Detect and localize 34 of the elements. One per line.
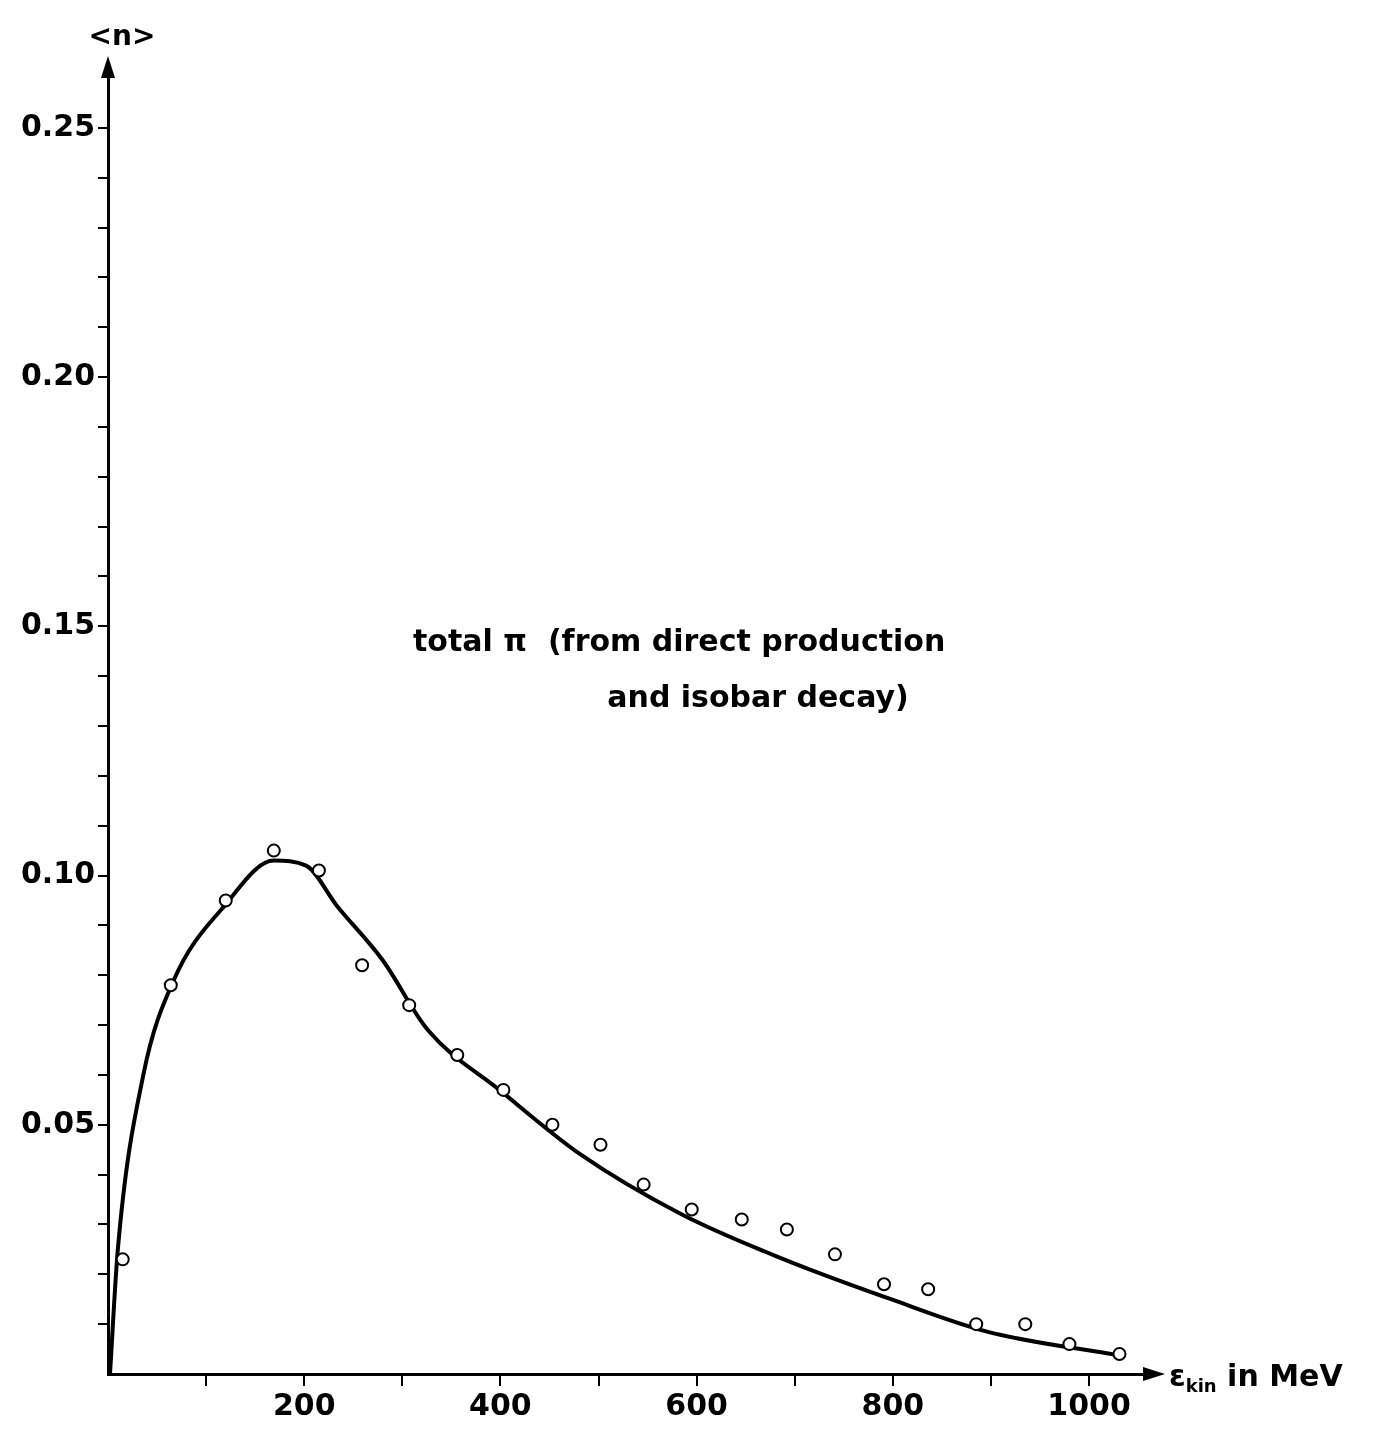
point	[311, 863, 326, 878]
point	[636, 1177, 651, 1192]
point	[1062, 1337, 1077, 1352]
y-tick-label: 0.15	[20, 606, 96, 642]
point	[684, 1202, 699, 1217]
point	[218, 893, 233, 908]
point	[827, 1247, 842, 1262]
x-tick-label: 1000	[1047, 1386, 1131, 1422]
y-tick-label: 0.05	[20, 1104, 96, 1140]
x-tick-label: 200	[272, 1386, 336, 1422]
x-tick-label: 600	[665, 1386, 728, 1422]
y-tick-label: 0.10	[20, 855, 96, 891]
point	[545, 1117, 560, 1132]
point	[402, 998, 417, 1013]
point	[355, 958, 370, 973]
point	[163, 978, 178, 993]
point	[115, 1252, 130, 1267]
y-tick-label: 0.20	[20, 356, 96, 392]
point	[734, 1212, 749, 1227]
y-tick-label: 0.25	[20, 107, 96, 143]
point	[1112, 1347, 1127, 1362]
x-tick-label: 400	[469, 1386, 532, 1422]
point	[969, 1317, 984, 1332]
point	[779, 1222, 794, 1237]
point	[1018, 1317, 1033, 1332]
point	[877, 1277, 892, 1292]
point	[450, 1047, 465, 1062]
point	[593, 1137, 608, 1152]
point	[266, 843, 281, 858]
x-tick-label: 800	[861, 1386, 925, 1422]
annotation: total π (from direct production and isobar decay)	[413, 622, 946, 714]
point	[496, 1082, 511, 1097]
y-axis-title: <n>	[88, 19, 156, 53]
point	[921, 1282, 936, 1297]
